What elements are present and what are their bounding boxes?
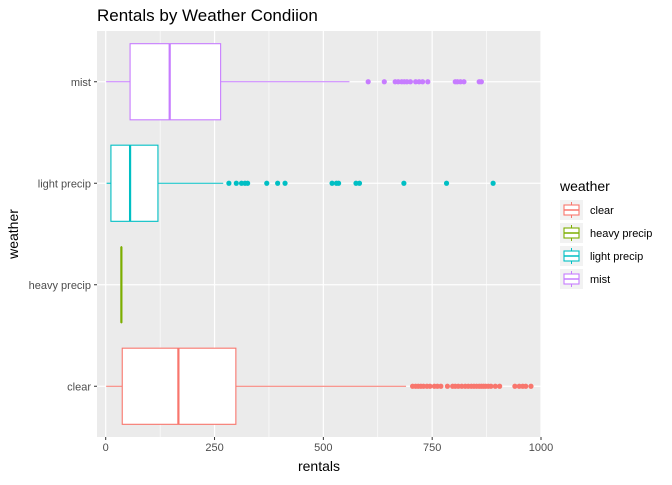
- x-tick-label: 0: [103, 442, 109, 454]
- outlier-point: [226, 181, 231, 186]
- outlier-point: [425, 79, 430, 84]
- outlier-point: [357, 181, 362, 186]
- x-tick-label: 750: [423, 442, 441, 454]
- outlier-point: [401, 181, 406, 186]
- outlier-point: [479, 79, 484, 84]
- outlier-point: [497, 384, 502, 389]
- outlier-point: [420, 79, 425, 84]
- y-tick-label: mist: [71, 77, 91, 89]
- outlier-point: [382, 79, 387, 84]
- outlier-point: [528, 384, 533, 389]
- outlier-point: [461, 79, 466, 84]
- outlier-point: [264, 181, 269, 186]
- y-tick-label: light precip: [38, 178, 91, 190]
- outlier-point: [282, 181, 287, 186]
- x-axis-title: rentals: [298, 458, 340, 474]
- outlier-point: [523, 384, 528, 389]
- y-tick-label: heavy precip: [29, 280, 91, 292]
- y-axis-title: weather: [5, 209, 21, 260]
- outlier-point: [336, 181, 341, 186]
- x-tick-label: 500: [314, 442, 332, 454]
- legend-label: heavy precip: [590, 228, 652, 240]
- legend-label: mist: [590, 274, 610, 286]
- outlier-point: [408, 79, 413, 84]
- y-tick-label: clear: [67, 381, 91, 393]
- outlier-point: [366, 79, 371, 84]
- outlier-point: [444, 181, 449, 186]
- box-body: [130, 44, 221, 120]
- outlier-point: [438, 384, 443, 389]
- x-tick-label: 1000: [529, 442, 553, 454]
- legend-label: clear: [590, 205, 614, 217]
- outlier-point: [445, 384, 450, 389]
- legend-title: weather: [559, 178, 610, 194]
- legend-label: light precip: [590, 251, 643, 263]
- outlier-point: [245, 181, 250, 186]
- outlier-point: [234, 181, 239, 186]
- box-body: [111, 145, 158, 221]
- x-tick-label: 250: [205, 442, 223, 454]
- chart-title: Rentals by Weather Condiion: [97, 6, 318, 25]
- legend: weather clear heavy precip light precip mis…: [559, 178, 652, 289]
- outlier-point: [275, 181, 280, 186]
- outlier-point: [491, 181, 496, 186]
